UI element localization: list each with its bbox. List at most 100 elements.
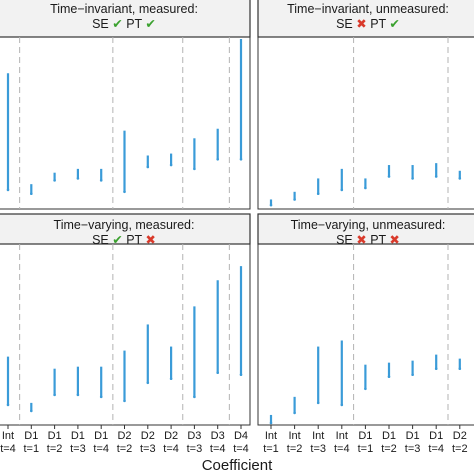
check-icon: ✔ xyxy=(112,16,122,31)
coef-interval-end xyxy=(76,177,80,180)
x-tick-label-time: t=2 xyxy=(452,443,468,455)
coef-interval-end xyxy=(76,393,80,397)
coef-interval-end xyxy=(316,401,320,405)
coef-interval-end xyxy=(30,192,33,196)
coef-interval-end xyxy=(340,403,344,407)
panel-top-left: Time−invariant, measured:SE ✔ PT ✔ xyxy=(0,0,251,210)
x-tick-label-time: t=3 xyxy=(140,443,156,455)
cross-icon: ✖ xyxy=(356,232,366,247)
coef-interval-end xyxy=(411,373,414,377)
coef-interval-end xyxy=(364,387,367,391)
x-tick-label: D1 xyxy=(24,430,38,442)
facet-subtitle-text: SE xyxy=(336,17,356,31)
x-tick-label: Int xyxy=(2,430,14,442)
coef-interval-end xyxy=(99,179,103,182)
x-tick-label: D1 xyxy=(358,430,372,442)
panel-bottom-left: Time−varying, measured:SE ✔ PT ✖Intt=4D1… xyxy=(0,213,251,455)
facet-subtitle-text: SE xyxy=(92,233,112,247)
x-tick-label: D2 xyxy=(141,430,155,442)
x-tick-label: Int xyxy=(336,430,348,442)
coef-interval-end xyxy=(364,186,367,190)
x-tick-label-time: t=3 xyxy=(405,443,421,455)
coef-interval-end xyxy=(193,395,196,399)
x-tick-label: D2 xyxy=(117,430,131,442)
coef-interval-end xyxy=(30,409,33,413)
coef-interval-end xyxy=(169,377,173,381)
x-tick-label-time: t=4 xyxy=(428,443,444,455)
check-icon: ✔ xyxy=(145,16,155,31)
facet-strip xyxy=(0,0,251,38)
coef-interval-end xyxy=(458,177,462,180)
panel-border xyxy=(0,36,251,210)
coef-interval-end xyxy=(53,179,56,182)
check-icon: ✔ xyxy=(112,232,122,247)
x-tick-label-time: t=3 xyxy=(187,443,203,455)
coef-interval-end xyxy=(193,167,196,171)
panel-top-right: Time−invariant, unmeasured:SE ✖ PT ✔ xyxy=(257,0,474,210)
x-tick-label-time: t=4 xyxy=(163,443,179,455)
coef-interval-end xyxy=(239,158,243,161)
coef-interval-end xyxy=(293,198,296,201)
x-tick-label-time: t=2 xyxy=(381,443,397,455)
coef-interval-end xyxy=(434,367,438,370)
coef-interval-end xyxy=(387,375,391,379)
x-tick-label-time: t=3 xyxy=(310,443,326,455)
x-tick-label: Int xyxy=(312,430,324,442)
x-tick-label-time: t=1 xyxy=(23,443,39,455)
facet-title: Time−invariant, measured: xyxy=(50,2,198,16)
cross-icon: ✖ xyxy=(356,16,366,31)
panel-border xyxy=(257,36,474,210)
facet-subtitle-text: PT xyxy=(123,17,146,31)
coef-interval-end xyxy=(269,203,273,207)
x-tick-label-time: t=4 xyxy=(334,443,350,455)
x-axis-title: Coefficient xyxy=(202,457,273,474)
x-tick-label-time: t=2 xyxy=(47,443,63,455)
coef-interval-end xyxy=(239,373,243,377)
coef-interval-end xyxy=(99,395,103,399)
x-tick-label: D1 xyxy=(48,430,62,442)
x-tick-label-time: t=2 xyxy=(117,443,133,455)
coef-interval-end xyxy=(6,188,10,192)
x-tick-label-time: t=4 xyxy=(0,443,16,455)
facet-subtitle-text: SE xyxy=(92,17,112,31)
x-tick-label: D1 xyxy=(382,430,396,442)
facet-subtitle: SE ✖ PT ✖ xyxy=(336,232,400,247)
coef-interval-end xyxy=(269,421,273,425)
coef-interval-end xyxy=(387,175,391,178)
coef-interval-end xyxy=(434,175,438,178)
x-tick-label-time: t=1 xyxy=(263,443,279,455)
coef-interval-end xyxy=(316,192,320,196)
facet-title: Time−varying, measured: xyxy=(54,218,195,232)
x-tick-label: D2 xyxy=(164,430,178,442)
coef-interval-end xyxy=(293,411,296,415)
coef-interval-end xyxy=(216,371,219,375)
facet-subtitle-text: PT xyxy=(367,17,390,31)
coef-interval-end xyxy=(216,158,219,161)
cross-icon: ✖ xyxy=(389,232,399,247)
coef-interval-end xyxy=(340,188,344,192)
coef-interval-end xyxy=(146,381,150,385)
facet-strip xyxy=(0,213,251,245)
facet-title: Time−invariant, unmeasured: xyxy=(287,2,449,16)
x-tick-label: Int xyxy=(265,430,277,442)
cross-icon: ✖ xyxy=(145,232,155,247)
x-tick-label: D1 xyxy=(71,430,85,442)
facet-subtitle: SE ✖ PT ✔ xyxy=(336,16,400,31)
x-tick-label-time: t=3 xyxy=(70,443,86,455)
x-tick-label: D3 xyxy=(211,430,225,442)
x-tick-label: D4 xyxy=(234,430,248,442)
x-tick-label: D1 xyxy=(406,430,420,442)
x-tick-label-time: t=4 xyxy=(93,443,109,455)
x-tick-label-time: t=1 xyxy=(358,443,374,455)
facet-subtitle: SE ✔ PT ✖ xyxy=(92,232,156,247)
panel-border xyxy=(257,243,474,426)
chart-panels: Time−invariant, measured:SE ✔ PT ✔Time−i… xyxy=(0,0,474,455)
coef-interval-end xyxy=(123,399,126,403)
coef-interval-end xyxy=(123,190,126,194)
coef-interval-end xyxy=(146,165,150,169)
coef-interval-end xyxy=(458,367,462,370)
x-tick-label: D1 xyxy=(429,430,443,442)
x-tick-label-time: t=2 xyxy=(287,443,303,455)
panel-bottom-right: Time−varying, unmeasured:SE ✖ PT ✖Intt=1… xyxy=(257,213,474,455)
